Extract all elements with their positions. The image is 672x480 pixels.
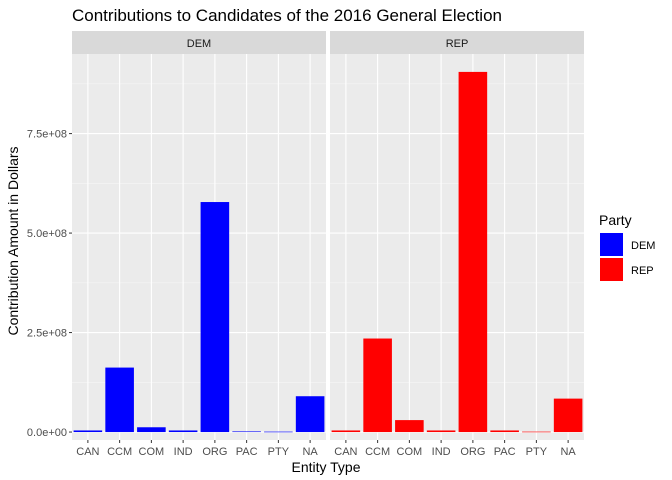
bar-dem-ccm [105, 367, 134, 433]
bar-rep-can [331, 430, 361, 433]
bar-rep-pac [490, 430, 519, 433]
facet-strip [330, 31, 584, 54]
bar-dem-org [200, 202, 230, 433]
x-tick-label: CCM [365, 446, 390, 458]
bar-dem-can [73, 430, 103, 433]
x-tick-label: IND [432, 446, 451, 458]
y-tick-label: 7.5e+08 [27, 129, 67, 141]
y-axis-title: Contribution Amount in Dollars [5, 146, 21, 335]
x-tick-label: CAN [76, 446, 99, 458]
x-tick-label: CCM [107, 446, 132, 458]
facet-strip [72, 31, 326, 54]
chart-title: Contributions to Candidates of the 2016 … [72, 6, 502, 25]
x-tick-label: IND [174, 446, 193, 458]
bar-dem-com [137, 427, 166, 433]
x-tick-label: CAN [334, 446, 357, 458]
bar-dem-ind [168, 430, 198, 433]
bar-rep-na [553, 398, 583, 433]
bar-dem-na [295, 396, 325, 433]
legend-label: DEM [631, 240, 655, 252]
facet-panel-dem: DEM CAN CCM COM IND ORG PAC PTY NA [72, 31, 326, 458]
x-tick-label: PTY [268, 446, 290, 458]
bar-dem-pac [232, 431, 261, 433]
legend: Party DEM REP [599, 212, 655, 281]
bar-rep-org [458, 71, 488, 433]
x-tick-label: NA [302, 446, 318, 458]
bar-rep-ind [426, 430, 456, 433]
bar-rep-com [395, 420, 424, 433]
legend-key-rep [600, 258, 623, 281]
x-tick-label: PAC [494, 446, 516, 458]
x-tick-label: PAC [236, 446, 258, 458]
x-tick-label: COM [397, 446, 423, 458]
facet-panel-rep: REP CAN CCM COM IND ORG PAC PTY NA [330, 31, 584, 458]
y-tick-label: 2.5e+08 [27, 328, 67, 340]
legend-title: Party [599, 212, 632, 228]
legend-key-dem [600, 233, 623, 256]
facet-strip-label: DEM [187, 38, 211, 50]
x-tick-label: COM [139, 446, 165, 458]
bar-rep-ccm [363, 338, 392, 433]
x-tick-label: ORG [202, 446, 227, 458]
facet-strip-label: REP [446, 38, 469, 50]
bar-dem-pty [264, 431, 293, 433]
x-tick-label: ORG [460, 446, 485, 458]
legend-label: REP [631, 265, 654, 277]
x-axis-title: Entity Type [291, 459, 360, 475]
y-tick-label: 5.0e+08 [27, 228, 67, 240]
facet-panels: DEM CAN CCM COM IND ORG PAC PTY NA REP CAN CCM COM IN… [27, 31, 584, 458]
y-axis: 0.0e+00 2.5e+08 5.0e+08 7.5e+08 [27, 129, 72, 439]
x-tick-label: NA [560, 446, 576, 458]
x-tick-label: PTY [526, 446, 548, 458]
y-tick-label: 0.0e+00 [27, 427, 67, 439]
bar-rep-pty [522, 431, 551, 433]
